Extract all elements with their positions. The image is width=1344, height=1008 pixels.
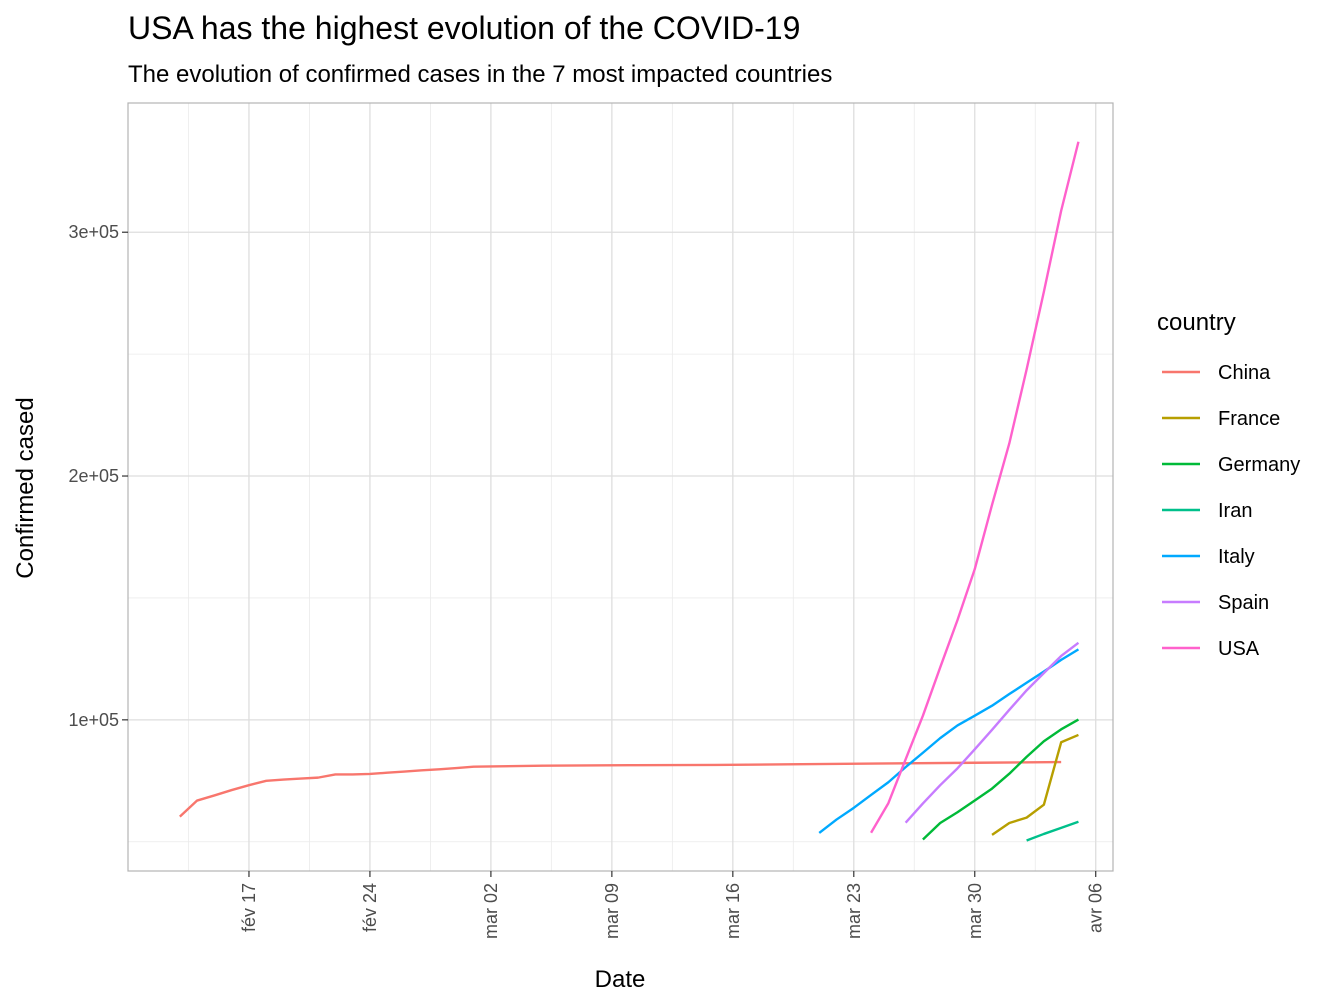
- x-tick-label: mar 09: [602, 883, 622, 939]
- chart-subtitle: The evolution of confirmed cases in the …: [128, 61, 832, 88]
- x-tick-label: fév 24: [360, 883, 380, 932]
- y-tick-label: 2e+05: [68, 466, 119, 486]
- x-tick-label: mar 30: [965, 883, 985, 939]
- y-tick-label: 3e+05: [68, 222, 119, 242]
- x-tick-label: mar 02: [481, 883, 501, 939]
- legend-item-france: France: [1162, 408, 1280, 430]
- series-line-china: [179, 760, 1062, 818]
- panel-background: [128, 103, 1113, 871]
- x-tick-label: fév 17: [239, 883, 259, 932]
- y-axis-ticks: 1e+05 2e+05 3e+05: [68, 222, 128, 730]
- series-line-spain: [904, 641, 1080, 824]
- x-axis-title: Date: [595, 966, 646, 993]
- x-tick-label: avr 06: [1086, 883, 1106, 933]
- legend-items: China France Germany Iran Italy Spain USA: [1162, 362, 1300, 660]
- legend-label: Iran: [1218, 500, 1252, 522]
- legend-title: country: [1157, 309, 1236, 336]
- legend-item-germany: Germany: [1162, 454, 1300, 476]
- legend-label: Germany: [1218, 454, 1300, 476]
- x-tick-label: mar 16: [723, 883, 743, 939]
- series-line-italy: [818, 648, 1080, 834]
- legend-label: Italy: [1218, 546, 1255, 568]
- y-axis-title: Confirmed cased: [12, 397, 39, 578]
- series-lines: [179, 141, 1080, 842]
- legend-item-china: China: [1162, 362, 1271, 384]
- series-line-france: [991, 733, 1079, 836]
- legend-label: USA: [1218, 638, 1260, 660]
- legend-label: France: [1218, 408, 1280, 430]
- legend-label: China: [1218, 362, 1271, 384]
- panel-border: [127, 102, 1114, 872]
- major-gridlines: [128, 103, 1113, 871]
- legend-item-spain: Spain: [1162, 592, 1269, 614]
- legend-label: Spain: [1218, 592, 1269, 614]
- series-line-germany: [922, 718, 1080, 841]
- x-axis-ticks: fév 17 fév 24 mar 02 mar 09 mar 16 mar 23 mar …: [239, 871, 1106, 939]
- series-line-usa: [870, 141, 1080, 834]
- plot-panel: [127, 102, 1114, 872]
- legend-item-italy: Italy: [1162, 546, 1255, 568]
- legend: country China France Germany Iran Italy Spain…: [1157, 309, 1300, 660]
- chart-title: USA has the highest evolution of the COV…: [128, 10, 800, 46]
- x-tick-label: mar 23: [844, 883, 864, 939]
- legend-item-usa: USA: [1162, 638, 1260, 660]
- series-line-iran: [1026, 820, 1079, 842]
- y-tick-label: 1e+05: [68, 710, 119, 730]
- legend-item-iran: Iran: [1162, 500, 1252, 522]
- minor-gridlines: [128, 103, 1113, 871]
